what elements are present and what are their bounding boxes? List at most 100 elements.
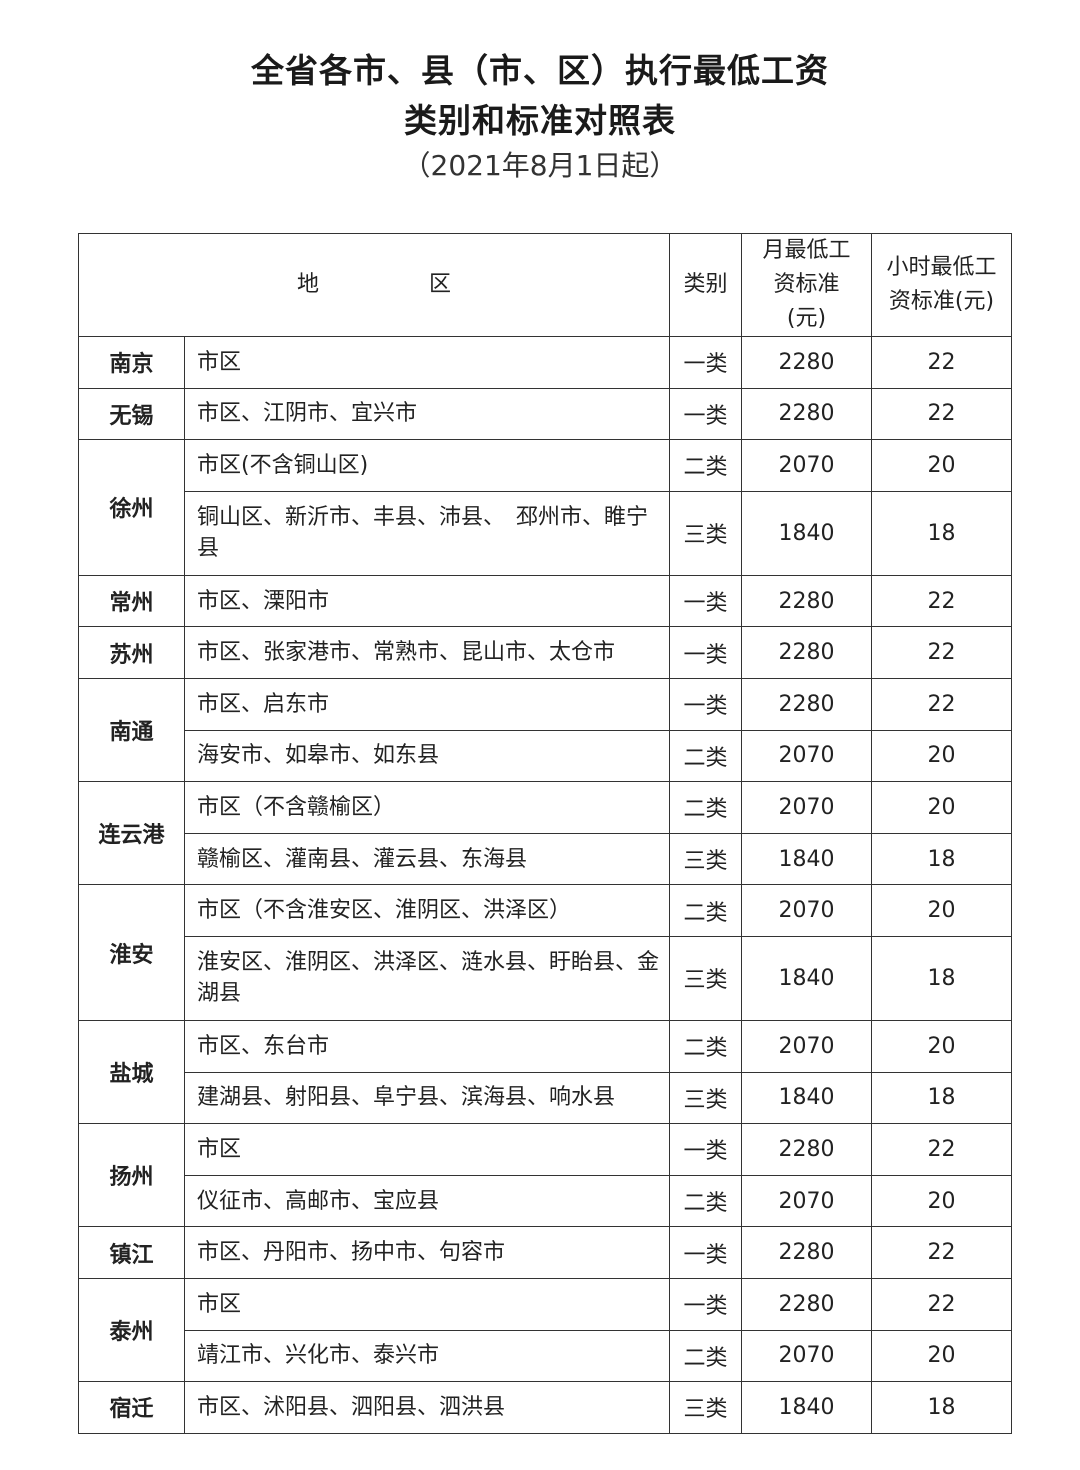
monthly-wage-cell: 2280 xyxy=(741,574,873,628)
monthly-wage-cell: 2280 xyxy=(741,1226,873,1279)
table-row: 铜山区、新沂市、丰县、沛县、 邳州市、睢宁县 三类 1840 18 xyxy=(79,490,1013,576)
monthly-wage-cell: 1840 xyxy=(741,1381,873,1434)
table-row: 南通 市区、启东市 一类 2280 22 xyxy=(78,677,1013,783)
city-cell: 南通 xyxy=(78,677,185,783)
area-cell: 市区 xyxy=(183,1277,671,1331)
hourly-wage-cell: 22 xyxy=(871,574,1013,628)
table-row: 常州 市区、溧阳市 一类 2280 22 xyxy=(78,574,1013,628)
category-cell: 三类 xyxy=(669,935,743,1021)
area-cell: 市区(不含铜山区) xyxy=(183,439,671,492)
table-row: 海安市、如皋市、如东县 二类 2070 20 xyxy=(79,729,1013,783)
hourly-wage-cell: 22 xyxy=(871,336,1013,389)
category-cell: 二类 xyxy=(669,781,743,834)
area-cell: 市区、东台市 xyxy=(183,1019,671,1073)
city-cell: 苏州 xyxy=(78,626,185,679)
monthly-wage-cell: 2280 xyxy=(741,677,873,731)
monthly-wage-cell: 1840 xyxy=(741,490,873,576)
category-cell: 一类 xyxy=(669,336,743,389)
hourly-wage-cell: 20 xyxy=(871,1329,1013,1383)
area-cell: 赣榆区、灌南县、灌云县、东海县 xyxy=(183,832,671,886)
category-cell: 三类 xyxy=(669,832,743,886)
monthly-wage-cell: 2070 xyxy=(741,729,873,783)
area-cell: 市区、启东市 xyxy=(183,677,671,731)
area-cell: 铜山区、新沂市、丰县、沛县、 邳州市、睢宁县 xyxy=(183,490,671,576)
table-row: 镇江 市区、丹阳市、扬中市、句容市 一类 2280 22 xyxy=(78,1226,1013,1279)
category-cell: 一类 xyxy=(669,1277,743,1331)
area-cell: 靖江市、兴化市、泰兴市 xyxy=(183,1329,671,1383)
monthly-wage-cell: 2070 xyxy=(741,439,873,492)
table-row: 淮安 市区（不含淮安区、淮阴区、洪泽区） 二类 2070 20 xyxy=(78,884,1013,1021)
minimum-wage-table: 地 区 类别 月最低工资标准(元) 小时最低工资标准(元) 南京 市区 一类 2280… xyxy=(77,233,1013,1434)
table-row: 盐城 市区、东台市 二类 2070 20 xyxy=(78,1019,1013,1125)
monthly-wage-cell: 1840 xyxy=(741,935,873,1021)
table-row: 仪征市、高邮市、宝应县 二类 2070 20 xyxy=(79,1174,1013,1228)
document-title-line-2: 类别和标准对照表 xyxy=(404,101,676,140)
hourly-wage-cell: 20 xyxy=(871,439,1013,492)
area-cell: 淮安区、淮阴区、洪泽区、涟水县、盱眙县、金湖县 xyxy=(183,935,671,1021)
table-row: 南京 市区 一类 2280 22 xyxy=(78,336,1013,389)
area-cell: 市区（不含淮安区、淮阴区、洪泽区） xyxy=(183,884,671,937)
city-cell: 连云港 xyxy=(78,781,185,886)
table-row: 建湖县、射阳县、阜宁县、滨海县、响水县 三类 1840 18 xyxy=(79,1071,1013,1125)
table-row: 赣榆区、灌南县、灌云县、东海县 三类 1840 18 xyxy=(79,832,1013,886)
hourly-wage-cell: 22 xyxy=(871,626,1013,679)
hourly-wage-cell: 18 xyxy=(871,832,1013,886)
hourly-wage-cell: 18 xyxy=(871,1381,1013,1434)
table-row: 靖江市、兴化市、泰兴市 二类 2070 20 xyxy=(79,1329,1013,1383)
city-cell: 泰州 xyxy=(78,1277,185,1383)
hourly-wage-cell: 22 xyxy=(871,387,1013,441)
monthly-wage-cell: 1840 xyxy=(741,832,873,886)
hourly-wage-cell: 20 xyxy=(871,1019,1013,1073)
monthly-wage-cell: 2280 xyxy=(741,1123,873,1176)
city-cell: 镇江 xyxy=(78,1226,185,1279)
category-cell: 一类 xyxy=(669,626,743,679)
area-cell: 市区 xyxy=(183,336,671,389)
category-cell: 三类 xyxy=(669,490,743,576)
city-cell: 南京 xyxy=(78,336,185,389)
header-category: 类别 xyxy=(669,233,743,337)
city-cell: 扬州 xyxy=(78,1123,185,1228)
category-cell: 一类 xyxy=(669,574,743,628)
hourly-wage-cell: 22 xyxy=(871,1123,1013,1176)
area-cell: 市区、江阴市、宜兴市 xyxy=(183,387,671,441)
table-row: 苏州 市区、张家港市、常熟市、昆山市、太仓市 一类 2280 22 xyxy=(78,626,1013,679)
header-monthly: 月最低工资标准(元) xyxy=(741,233,873,337)
table-row: 连云港 市区（不含赣榆区） 二类 2070 20 xyxy=(78,781,1013,886)
monthly-wage-cell: 2070 xyxy=(741,1329,873,1383)
area-cell: 市区、丹阳市、扬中市、句容市 xyxy=(183,1226,671,1279)
effective-date-subtitle: （2021年8月1日起） xyxy=(402,149,678,182)
category-cell: 一类 xyxy=(669,1123,743,1176)
table-row: 泰州 市区 一类 2280 22 xyxy=(78,1277,1013,1383)
monthly-wage-cell: 2280 xyxy=(741,1277,873,1331)
category-cell: 二类 xyxy=(669,1329,743,1383)
category-cell: 三类 xyxy=(669,1071,743,1125)
table-row: 淮安区、淮阴区、洪泽区、涟水县、盱眙县、金湖县 三类 1840 18 xyxy=(79,935,1013,1021)
monthly-wage-cell: 2070 xyxy=(741,1174,873,1228)
table-row: 无锡 市区、江阴市、宜兴市 一类 2280 22 xyxy=(78,387,1013,441)
city-cell: 常州 xyxy=(78,574,185,628)
hourly-wage-cell: 18 xyxy=(871,935,1013,1021)
hourly-wage-cell: 20 xyxy=(871,729,1013,783)
monthly-wage-cell: 2280 xyxy=(741,626,873,679)
table-row: 宿迁 市区、沭阳县、泗阳县、泗洪县 三类 1840 18 xyxy=(78,1381,1013,1434)
monthly-wage-cell: 2070 xyxy=(741,884,873,937)
area-cell: 市区、沭阳县、泗阳县、泗洪县 xyxy=(183,1381,671,1434)
category-cell: 二类 xyxy=(669,1174,743,1228)
monthly-wage-cell: 2070 xyxy=(741,781,873,834)
monthly-wage-cell: 2070 xyxy=(741,1019,873,1073)
document-title-line-1: 全省各市、县（市、区）执行最低工资 xyxy=(251,51,829,90)
hourly-wage-cell: 20 xyxy=(871,781,1013,834)
monthly-wage-cell: 1840 xyxy=(741,1071,873,1125)
category-cell: 一类 xyxy=(669,387,743,441)
table-row: 扬州 市区 一类 2280 22 xyxy=(78,1123,1013,1228)
area-cell: 市区、溧阳市 xyxy=(183,574,671,628)
category-cell: 二类 xyxy=(669,439,743,492)
header-hourly: 小时最低工资标准(元) xyxy=(871,233,1013,337)
area-cell: 仪征市、高邮市、宝应县 xyxy=(183,1174,671,1228)
monthly-wage-cell: 2280 xyxy=(741,336,873,389)
hourly-wage-cell: 22 xyxy=(871,1277,1013,1331)
city-cell: 宿迁 xyxy=(78,1381,185,1434)
city-cell: 盐城 xyxy=(78,1019,185,1125)
category-cell: 一类 xyxy=(669,677,743,731)
hourly-wage-cell: 20 xyxy=(871,1174,1013,1228)
